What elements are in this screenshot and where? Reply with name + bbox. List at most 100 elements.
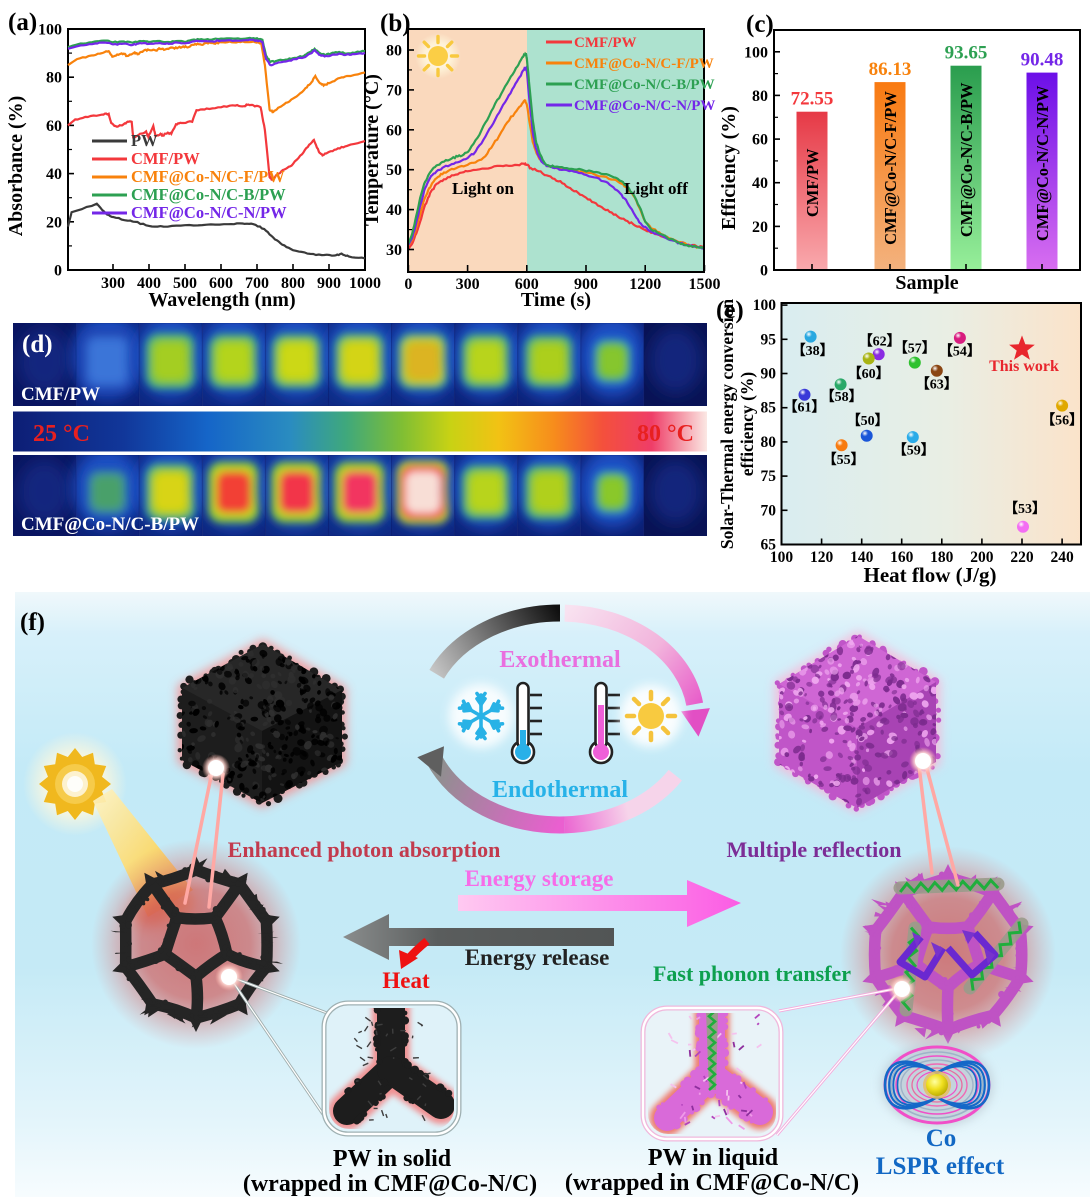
svg-text:【59】: 【59】 (893, 443, 935, 459)
svg-text:【50】: 【50】 (847, 413, 889, 429)
svg-text:(c): (c) (746, 11, 774, 38)
svg-text:This work: This work (989, 358, 1059, 375)
svg-text:100: 100 (770, 549, 794, 566)
svg-text:200: 200 (970, 549, 994, 566)
svg-text:140: 140 (850, 549, 874, 566)
svg-text:【61】: 【61】 (784, 400, 826, 416)
svg-text:93.65: 93.65 (945, 43, 988, 64)
svg-text:Exothermal: Exothermal (499, 647, 621, 673)
svg-text:【62】: 【62】 (859, 333, 901, 349)
svg-text:【56】: 【56】 (1041, 413, 1083, 429)
svg-text:85: 85 (761, 400, 777, 417)
svg-text:(wrapped in CMF@Co-N/C): (wrapped in CMF@Co-N/C) (565, 1170, 859, 1196)
svg-text:Heat flow (J/g): Heat flow (J/g) (864, 563, 997, 587)
svg-text:180: 180 (930, 549, 954, 566)
svg-text:900: 900 (574, 276, 598, 293)
svg-text:Temperature (°C): Temperature (°C) (361, 74, 383, 226)
svg-text:【55】: 【55】 (823, 452, 865, 468)
svg-text:70: 70 (761, 502, 777, 519)
svg-text:LSPR effect: LSPR effect (876, 1153, 1005, 1180)
svg-text:75: 75 (761, 468, 777, 485)
svg-text:1000: 1000 (349, 275, 381, 292)
svg-text:700: 700 (245, 275, 269, 292)
svg-text:160: 160 (890, 549, 914, 566)
svg-text:(f): (f) (20, 609, 45, 636)
svg-text:100: 100 (38, 22, 62, 39)
svg-text:CMF/PW: CMF/PW (21, 384, 100, 405)
svg-text:【58】: 【58】 (821, 389, 863, 405)
svg-text:Solar-Thermal energy conversio: Solar-Thermal energy conversion (717, 299, 737, 549)
svg-text:120: 120 (810, 549, 834, 566)
svg-text:【38】: 【38】 (792, 343, 834, 359)
svg-text:CMF@Co-N/C-F/PW: CMF@Co-N/C-F/PW (881, 91, 900, 245)
svg-text:efficiency (%): efficiency (%) (737, 372, 757, 477)
svg-text:【60】: 【60】 (848, 366, 890, 382)
svg-text:CMF/PW: CMF/PW (131, 149, 200, 168)
svg-text:(d): (d) (22, 331, 53, 358)
svg-text:80: 80 (386, 43, 402, 60)
svg-text:Co: Co (926, 1125, 957, 1152)
svg-text:CMF@Co-N/C-N/PW: CMF@Co-N/C-N/PW (1033, 85, 1052, 241)
svg-text:Endothermal: Endothermal (492, 777, 628, 803)
svg-text:80: 80 (752, 88, 768, 105)
svg-text:300: 300 (456, 276, 480, 293)
svg-text:60: 60 (386, 122, 402, 139)
svg-text:100: 100 (744, 44, 768, 61)
svg-text:CMF@Co-N/C-F/PW: CMF@Co-N/C-F/PW (574, 56, 714, 72)
svg-text:1200: 1200 (629, 276, 661, 293)
svg-text:CMF@Co-N/C-B/PW: CMF@Co-N/C-B/PW (574, 77, 715, 93)
svg-text:CMF@Co-N/C-B/PW: CMF@Co-N/C-B/PW (131, 185, 286, 204)
svg-text:600: 600 (209, 275, 233, 292)
svg-text:CMF@Co-N/C-N/PW: CMF@Co-N/C-N/PW (131, 203, 287, 222)
svg-text:20: 20 (752, 219, 768, 236)
svg-text:80: 80 (46, 70, 62, 87)
svg-text:40: 40 (46, 166, 62, 183)
svg-text:【54】: 【54】 (939, 343, 981, 359)
svg-text:Light off: Light off (624, 179, 688, 198)
svg-text:40: 40 (386, 202, 402, 219)
svg-text:100: 100 (753, 297, 777, 314)
svg-text:Sample: Sample (895, 272, 958, 294)
svg-text:CMF/PW: CMF/PW (574, 35, 636, 51)
svg-text:Time (s): Time (s) (521, 289, 591, 311)
svg-text:Efficiency (%): Efficiency (%) (718, 106, 740, 230)
svg-text:(a): (a) (8, 9, 37, 36)
svg-text:(e): (e) (716, 297, 744, 324)
svg-text:CMF@Co-N/C-N/PW: CMF@Co-N/C-N/PW (574, 98, 715, 114)
svg-text:Energy release: Energy release (465, 945, 610, 970)
svg-text:20: 20 (46, 214, 62, 231)
svg-text:900: 900 (317, 275, 341, 292)
svg-text:(b): (b) (380, 10, 411, 37)
svg-text:CMF@Co-N/C-B/PW: CMF@Co-N/C-B/PW (21, 514, 199, 535)
svg-text:【63】: 【63】 (916, 376, 958, 392)
svg-text:80 °C: 80 °C (637, 421, 694, 447)
svg-text:600: 600 (515, 276, 539, 293)
svg-text:Multiple reflection: Multiple reflection (727, 837, 902, 862)
svg-text:CMF/PW: CMF/PW (803, 148, 822, 217)
svg-text:40: 40 (752, 175, 768, 192)
svg-text:0: 0 (760, 263, 768, 280)
svg-text:90.48: 90.48 (1021, 50, 1064, 71)
svg-text:PW in liquid: PW in liquid (648, 1145, 779, 1171)
svg-text:Light on: Light on (452, 179, 514, 198)
svg-text:500: 500 (173, 275, 197, 292)
svg-text:Heat: Heat (382, 968, 430, 993)
svg-text:72.55: 72.55 (791, 89, 834, 110)
svg-text:60: 60 (752, 132, 768, 149)
svg-text:65: 65 (761, 537, 777, 554)
svg-text:0: 0 (54, 263, 62, 280)
svg-text:30: 30 (386, 242, 402, 259)
svg-text:CMF@Co-N/C-B/PW: CMF@Co-N/C-B/PW (957, 82, 976, 237)
svg-text:1500: 1500 (689, 276, 721, 293)
svg-text:800: 800 (281, 275, 305, 292)
svg-text:25 °C: 25 °C (33, 421, 90, 447)
svg-text:Wavelength (nm): Wavelength (nm) (148, 289, 295, 311)
svg-text:0: 0 (404, 276, 412, 293)
svg-text:60: 60 (46, 118, 62, 135)
svg-text:220: 220 (1010, 549, 1034, 566)
svg-text:PW: PW (131, 131, 158, 150)
svg-text:(wrapped in CMF@Co-N/C): (wrapped in CMF@Co-N/C) (243, 1171, 537, 1197)
svg-text:Enhanced photon absorption: Enhanced photon absorption (228, 837, 501, 862)
svg-text:50: 50 (386, 162, 402, 179)
svg-text:Absorbance (%): Absorbance (%) (5, 96, 27, 237)
